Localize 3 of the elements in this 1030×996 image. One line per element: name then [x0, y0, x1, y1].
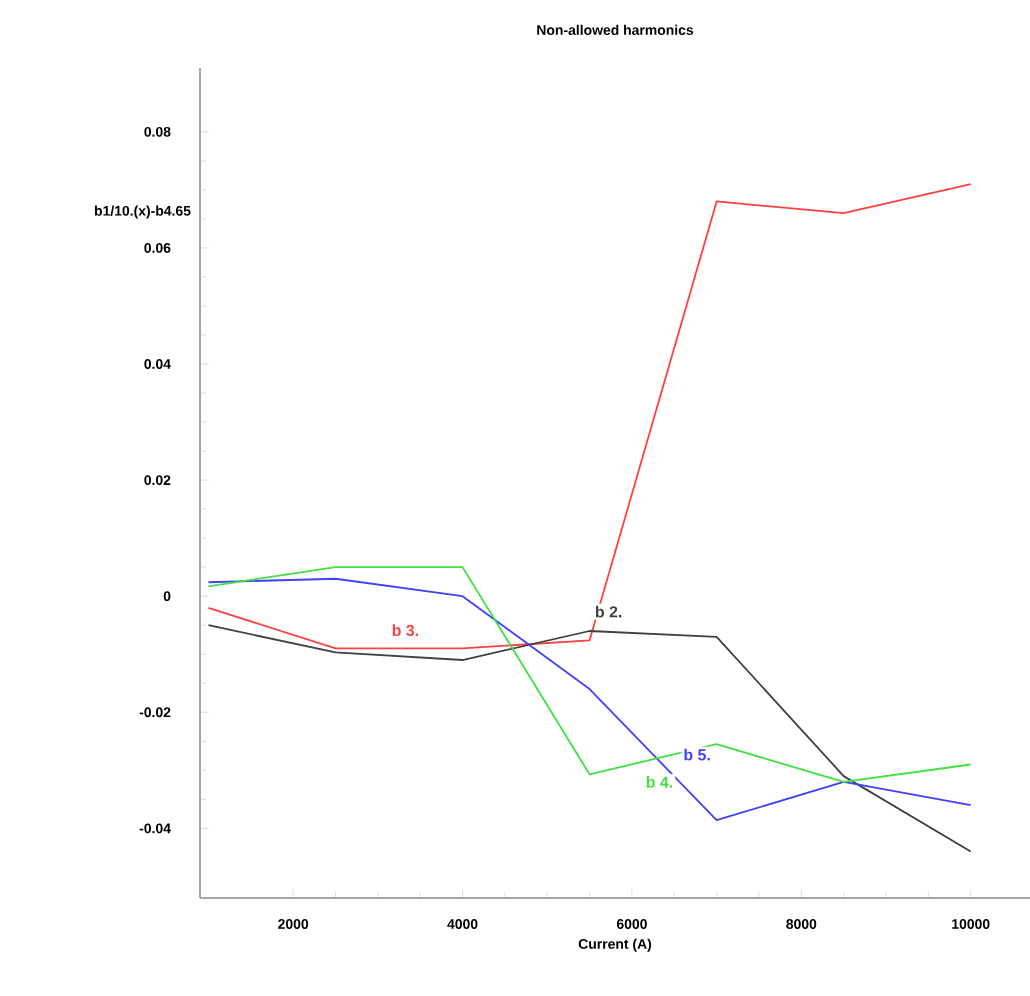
line-series: [207, 577, 972, 822]
line-series: [207, 624, 972, 853]
line-series: [207, 183, 972, 650]
